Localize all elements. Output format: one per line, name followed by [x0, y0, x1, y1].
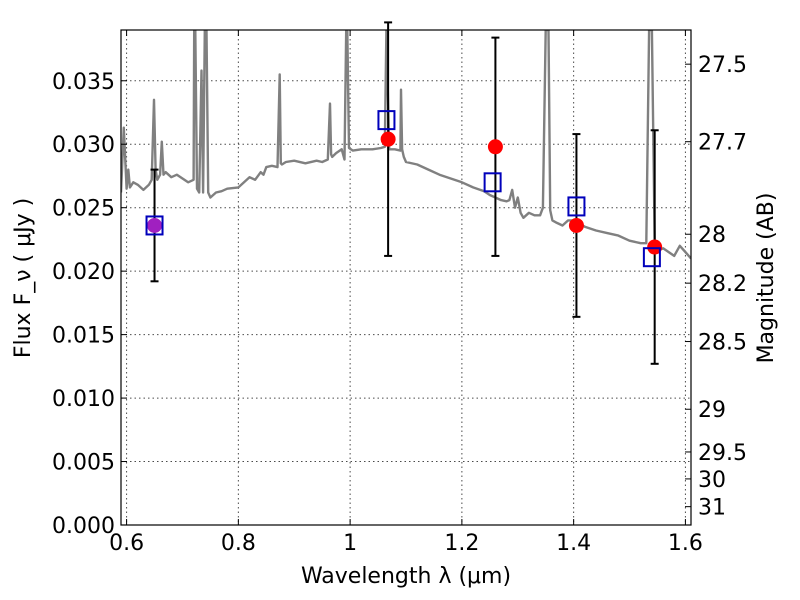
- y-tick-label: 0.020: [52, 260, 115, 285]
- y2-tick-label: 31: [698, 496, 726, 521]
- observed-point: [647, 239, 663, 255]
- model-photometry-point: [145, 215, 164, 236]
- y2-axis-title: Magnitude (AB): [754, 193, 779, 364]
- x-tick-label: 1.4: [556, 531, 591, 556]
- y2-tick-label: 28: [698, 223, 726, 248]
- model-photometry-point: [483, 172, 502, 193]
- model-photometry-point: [642, 247, 661, 268]
- y-tick-label: 0.025: [52, 197, 115, 222]
- axis-ticks: [121, 30, 691, 526]
- y2-tick-label: 28.2: [698, 272, 747, 297]
- y-tick-label: 0.005: [52, 451, 115, 476]
- model-photometry-point: [377, 110, 396, 131]
- x-tick-label: 1.6: [668, 531, 703, 556]
- y2-tick-label: 30: [698, 468, 726, 493]
- y-tick-label: 0.000: [52, 514, 115, 539]
- observed-points: [147, 131, 663, 255]
- observed-point: [147, 217, 163, 233]
- x-tick-label: 0.6: [109, 531, 144, 556]
- x-tick-label: 0.8: [221, 531, 256, 556]
- model-spectrum: [121, 30, 691, 260]
- y2-tick-label: 29.5: [698, 441, 747, 466]
- tick-labels: 0.6 0.8 1 1.2 1.4 1.6 0.000 0.005 0.010 0.015 0.02…: [52, 53, 747, 556]
- grid-lines: [121, 30, 691, 526]
- y-tick-label: 0.035: [52, 70, 115, 95]
- observed-point: [380, 131, 396, 147]
- x-tick-label: 1: [343, 531, 357, 556]
- x-axis-title: Wavelength λ (μm): [301, 564, 511, 589]
- spectrum-line: [121, 30, 691, 260]
- plot-frame: [120, 29, 692, 526]
- y2-tick-label: 27.5: [698, 53, 747, 78]
- y-tick-label: 0.015: [52, 324, 115, 349]
- observed-point: [487, 139, 503, 155]
- model-photometry-point: [567, 196, 586, 217]
- x-tick-label: 1.2: [444, 531, 479, 556]
- y-tick-label: 0.030: [52, 133, 115, 158]
- model-photometry-points: [145, 110, 661, 268]
- y-axis-title: Flux F_ν ( μJy ): [11, 198, 36, 358]
- y2-tick-label: 27.7: [698, 131, 747, 156]
- y-tick-label: 0.010: [52, 387, 115, 412]
- observed-point: [568, 217, 584, 233]
- y2-tick-label: 28.5: [698, 331, 747, 356]
- y2-tick-label: 29: [698, 398, 726, 423]
